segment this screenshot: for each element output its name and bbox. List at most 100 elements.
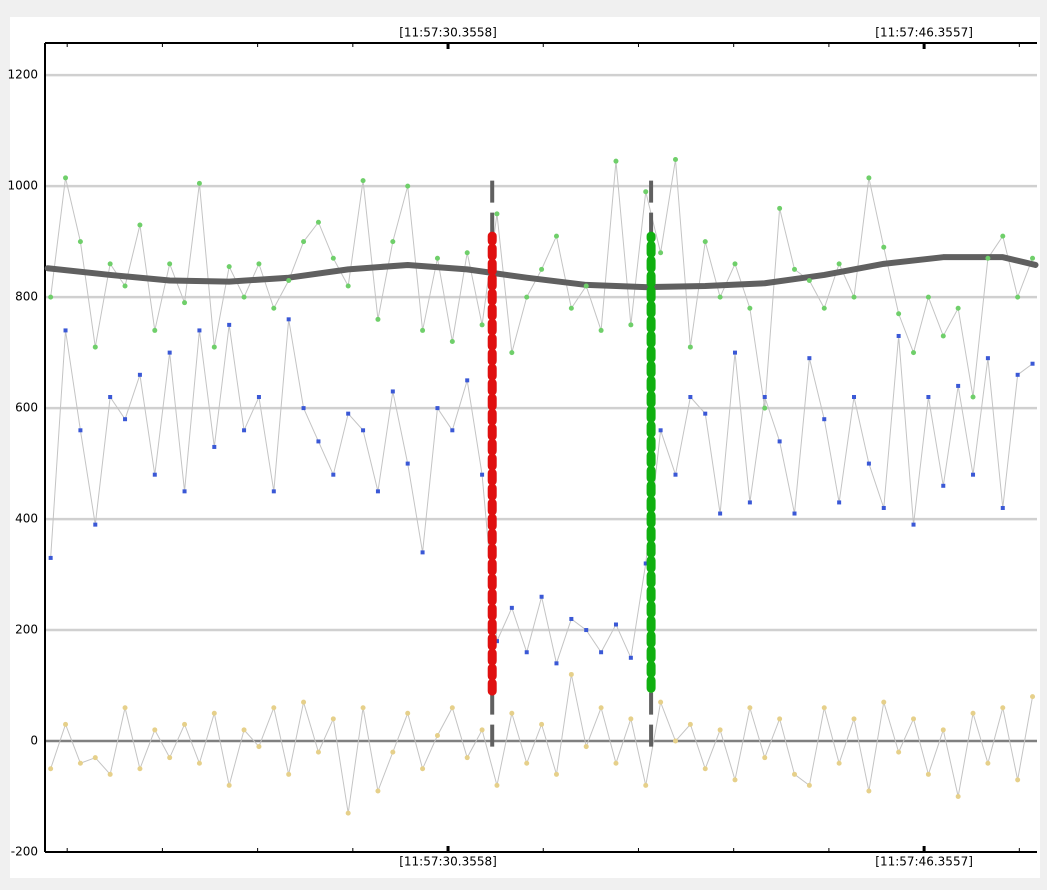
data-point — [242, 428, 247, 433]
data-point — [926, 395, 931, 400]
data-point — [599, 650, 604, 655]
y-tick-label: 800 — [15, 290, 38, 304]
data-point — [93, 522, 98, 527]
data-point — [970, 394, 976, 400]
data-point — [1030, 255, 1036, 261]
data-point — [375, 489, 380, 494]
data-point — [107, 771, 113, 777]
data-point — [509, 350, 515, 356]
data-point — [211, 344, 217, 350]
data-point — [985, 255, 991, 261]
data-point — [107, 261, 113, 267]
data-point — [539, 266, 545, 272]
data-point — [777, 439, 782, 444]
data-point — [390, 239, 396, 245]
data-point — [330, 255, 336, 261]
data-point — [346, 411, 351, 416]
data-point — [77, 760, 83, 766]
data-point — [896, 749, 902, 755]
data-point — [450, 428, 455, 433]
data-point — [122, 283, 128, 289]
data-point — [122, 705, 128, 711]
data-point — [956, 383, 961, 388]
data-point — [375, 316, 381, 322]
data-point — [732, 777, 738, 783]
data-point — [271, 489, 276, 494]
data-point — [286, 771, 292, 777]
data-point — [792, 771, 798, 777]
data-point — [152, 472, 157, 477]
data-point — [77, 239, 83, 245]
data-point — [360, 705, 366, 711]
data-point — [1015, 777, 1021, 783]
data-point — [226, 782, 232, 788]
data-point — [494, 211, 500, 217]
y-tick-label: -200 — [11, 845, 38, 859]
data-point — [732, 350, 737, 355]
data-point — [717, 727, 723, 733]
data-point — [211, 710, 217, 716]
data-point — [940, 333, 946, 339]
data-point — [1015, 372, 1020, 377]
data-point — [643, 561, 648, 566]
data-point — [1030, 361, 1035, 366]
data-point — [48, 555, 53, 560]
y-tick-label: 600 — [15, 401, 38, 415]
data-point — [226, 264, 232, 270]
data-point — [92, 755, 98, 761]
data-point — [717, 294, 723, 300]
data-point — [718, 511, 723, 516]
data-point — [598, 705, 604, 711]
data-point — [941, 483, 946, 488]
data-point — [360, 178, 366, 184]
data-point — [881, 699, 887, 705]
data-point — [137, 372, 142, 377]
data-point — [137, 222, 143, 228]
data-point — [583, 744, 589, 750]
data-point — [821, 305, 827, 311]
data-point — [494, 639, 499, 644]
data-point — [301, 406, 306, 411]
data-point — [821, 705, 827, 711]
data-point — [866, 788, 872, 794]
data-point — [375, 788, 381, 794]
data-point — [494, 782, 500, 788]
data-point — [108, 395, 113, 400]
data-point — [852, 395, 857, 400]
data-point — [628, 322, 634, 328]
data-point — [361, 428, 366, 433]
data-point — [553, 233, 559, 239]
data-point — [971, 472, 976, 477]
data-point — [539, 721, 545, 727]
data-point — [1030, 694, 1036, 700]
data-point — [658, 428, 663, 433]
data-point — [464, 250, 470, 256]
data-point — [78, 428, 83, 433]
data-point — [836, 261, 842, 267]
trend-line — [44, 254, 1039, 291]
data-point — [643, 782, 649, 788]
data-point — [420, 327, 426, 333]
data-point — [598, 327, 604, 333]
data-point — [628, 655, 633, 660]
data-point — [509, 710, 515, 716]
data-point — [434, 732, 440, 738]
data-point — [628, 716, 634, 722]
data-point — [316, 439, 321, 444]
data-point — [271, 305, 277, 311]
data-point — [434, 255, 440, 261]
data-point — [449, 339, 455, 345]
y-tick-label: 1200 — [7, 68, 38, 82]
data-point — [569, 616, 574, 621]
data-point — [702, 239, 708, 245]
data-point — [241, 294, 247, 300]
data-point — [747, 305, 753, 311]
data-point — [286, 277, 292, 283]
data-point — [524, 760, 530, 766]
x-tick-label-top: [11:57:30.3558] — [399, 26, 497, 40]
data-point — [792, 511, 797, 516]
data-point — [167, 350, 172, 355]
data-point — [227, 322, 232, 327]
data-point — [301, 239, 307, 245]
